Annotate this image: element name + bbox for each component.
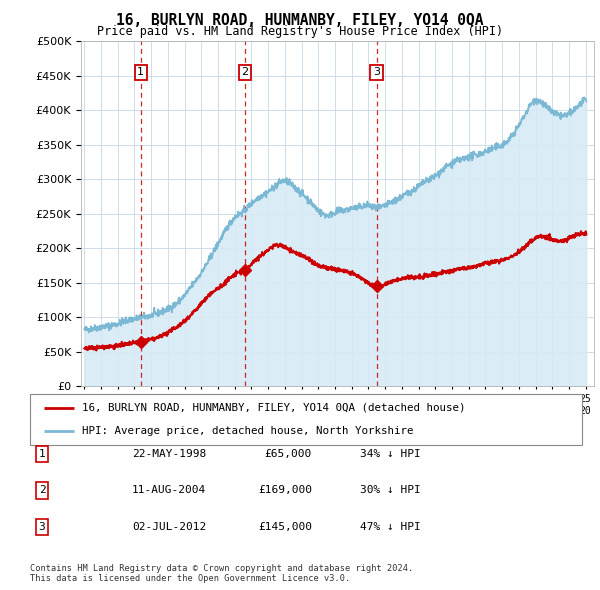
Text: 30% ↓ HPI: 30% ↓ HPI [360,486,421,496]
Text: 1: 1 [137,67,145,77]
Text: 11-AUG-2004: 11-AUG-2004 [132,486,206,496]
Text: 3: 3 [38,522,46,532]
Text: 2: 2 [241,67,248,77]
Text: 3: 3 [373,67,380,77]
Text: 2: 2 [38,486,46,496]
Text: £145,000: £145,000 [258,522,312,532]
Text: 16, BURLYN ROAD, HUNMANBY, FILEY, YO14 0QA (detached house): 16, BURLYN ROAD, HUNMANBY, FILEY, YO14 0… [82,402,466,412]
Text: £65,000: £65,000 [265,449,312,459]
Text: 1: 1 [38,449,46,459]
FancyBboxPatch shape [30,394,582,445]
Text: Price paid vs. HM Land Registry's House Price Index (HPI): Price paid vs. HM Land Registry's House … [97,25,503,38]
Text: 34% ↓ HPI: 34% ↓ HPI [360,449,421,459]
Text: Contains HM Land Registry data © Crown copyright and database right 2024.
This d: Contains HM Land Registry data © Crown c… [30,563,413,583]
Text: 47% ↓ HPI: 47% ↓ HPI [360,522,421,532]
Text: 16, BURLYN ROAD, HUNMANBY, FILEY, YO14 0QA: 16, BURLYN ROAD, HUNMANBY, FILEY, YO14 0… [116,13,484,28]
Text: HPI: Average price, detached house, North Yorkshire: HPI: Average price, detached house, Nort… [82,427,414,437]
Text: £169,000: £169,000 [258,486,312,496]
Text: 22-MAY-1998: 22-MAY-1998 [132,449,206,459]
Text: 02-JUL-2012: 02-JUL-2012 [132,522,206,532]
